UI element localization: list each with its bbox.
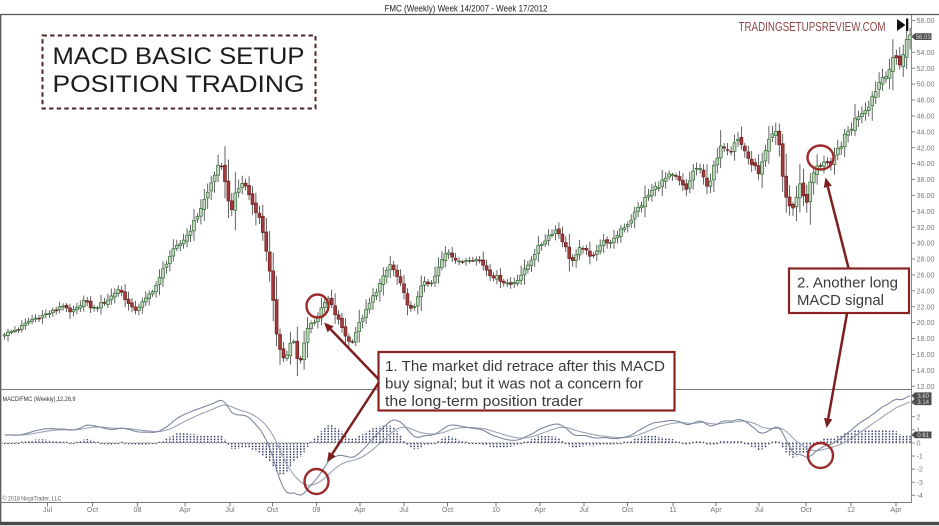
svg-text:42.00: 42.00 — [917, 143, 935, 152]
svg-text:08: 08 — [134, 505, 142, 514]
svg-text:Apr: Apr — [890, 505, 902, 514]
svg-text:MACD signal: MACD signal — [797, 292, 884, 309]
svg-text:-1: -1 — [917, 452, 923, 461]
svg-text:Jul: Jul — [579, 505, 589, 514]
svg-text:Apr: Apr — [179, 505, 191, 514]
svg-text:Jul: Jul — [225, 505, 235, 514]
svg-text:Jul: Jul — [754, 505, 764, 514]
svg-text:2. Another long: 2. Another long — [797, 275, 898, 292]
svg-text:58.00: 58.00 — [917, 16, 935, 25]
svg-text:54.00: 54.00 — [917, 48, 935, 57]
svg-text:Apr: Apr — [534, 505, 546, 514]
svg-text:Oct: Oct — [622, 505, 633, 514]
svg-text:Oct: Oct — [800, 505, 811, 514]
svg-text:-2: -2 — [917, 465, 923, 474]
svg-text:32.00: 32.00 — [917, 223, 935, 232]
svg-text:38.00: 38.00 — [917, 175, 935, 184]
svg-text:POSITION TRADING: POSITION TRADING — [53, 71, 305, 98]
svg-text:40.00: 40.00 — [917, 159, 935, 168]
svg-text:26.00: 26.00 — [917, 271, 935, 280]
svg-text:Oct: Oct — [87, 505, 98, 514]
svg-text:28.00: 28.00 — [917, 255, 935, 264]
svg-text:Oct: Oct — [442, 505, 453, 514]
svg-text:the long-term position trader: the long-term position trader — [385, 393, 583, 410]
svg-text:16.00: 16.00 — [917, 350, 935, 359]
svg-text:12.00: 12.00 — [917, 382, 935, 391]
svg-text:18.00: 18.00 — [917, 334, 935, 343]
svg-text:FMC (Weekly) Week 14/2007 - W: FMC (Weekly) Week 14/2007 - Week 17/2012 — [385, 4, 548, 15]
svg-text:22.00: 22.00 — [917, 302, 935, 311]
svg-text:3.60: 3.60 — [917, 394, 929, 400]
svg-text:52.00: 52.00 — [917, 64, 935, 73]
svg-text:1. The market did retrace afte: 1. The market did retrace after this MAC… — [385, 358, 665, 375]
svg-text:12: 12 — [847, 505, 855, 514]
svg-text:MACD BASIC SETUP: MACD BASIC SETUP — [53, 43, 305, 70]
svg-text:09: 09 — [313, 505, 321, 514]
svg-text:-3: -3 — [917, 478, 923, 487]
svg-text:48.00: 48.00 — [917, 96, 935, 105]
svg-text:3.14: 3.14 — [917, 400, 929, 406]
svg-text:34.00: 34.00 — [917, 207, 935, 216]
svg-text:Jul: Jul — [399, 505, 409, 514]
svg-text:44.00: 44.00 — [917, 127, 935, 136]
svg-text:14.00: 14.00 — [917, 366, 935, 375]
svg-text:36.00: 36.00 — [917, 191, 935, 200]
svg-text:24.00: 24.00 — [917, 286, 935, 295]
svg-text:0.61: 0.61 — [917, 433, 929, 439]
svg-text:20.00: 20.00 — [917, 318, 935, 327]
svg-text:Oct: Oct — [267, 505, 278, 514]
svg-text:TRADINGSETUPSREVIEW.COM: TRADINGSETUPSREVIEW.COM — [739, 20, 886, 34]
svg-text:46.00: 46.00 — [917, 112, 935, 121]
svg-text:Jul: Jul — [43, 505, 53, 514]
svg-text:MACD/FMC (Weekly),12,26,9: MACD/FMC (Weekly),12,26,9 — [3, 396, 76, 403]
svg-text:© 2018 NinjaTrader, LLC: © 2018 NinjaTrader, LLC — [3, 495, 62, 503]
svg-text:11: 11 — [669, 505, 676, 514]
svg-text:Apr: Apr — [710, 505, 722, 514]
svg-text:1: 1 — [917, 425, 921, 434]
svg-text:buy signal; but it was not a c: buy signal; but it was not a concern for — [385, 376, 643, 393]
svg-text:-4: -4 — [917, 491, 923, 500]
svg-text:56.03: 56.03 — [916, 35, 932, 41]
svg-text:2: 2 — [917, 412, 921, 421]
svg-text:Apr: Apr — [354, 505, 366, 514]
svg-text:30.00: 30.00 — [917, 239, 935, 248]
svg-text:0: 0 — [917, 439, 921, 448]
svg-text:50.00: 50.00 — [917, 80, 935, 89]
svg-text:10: 10 — [492, 505, 500, 514]
